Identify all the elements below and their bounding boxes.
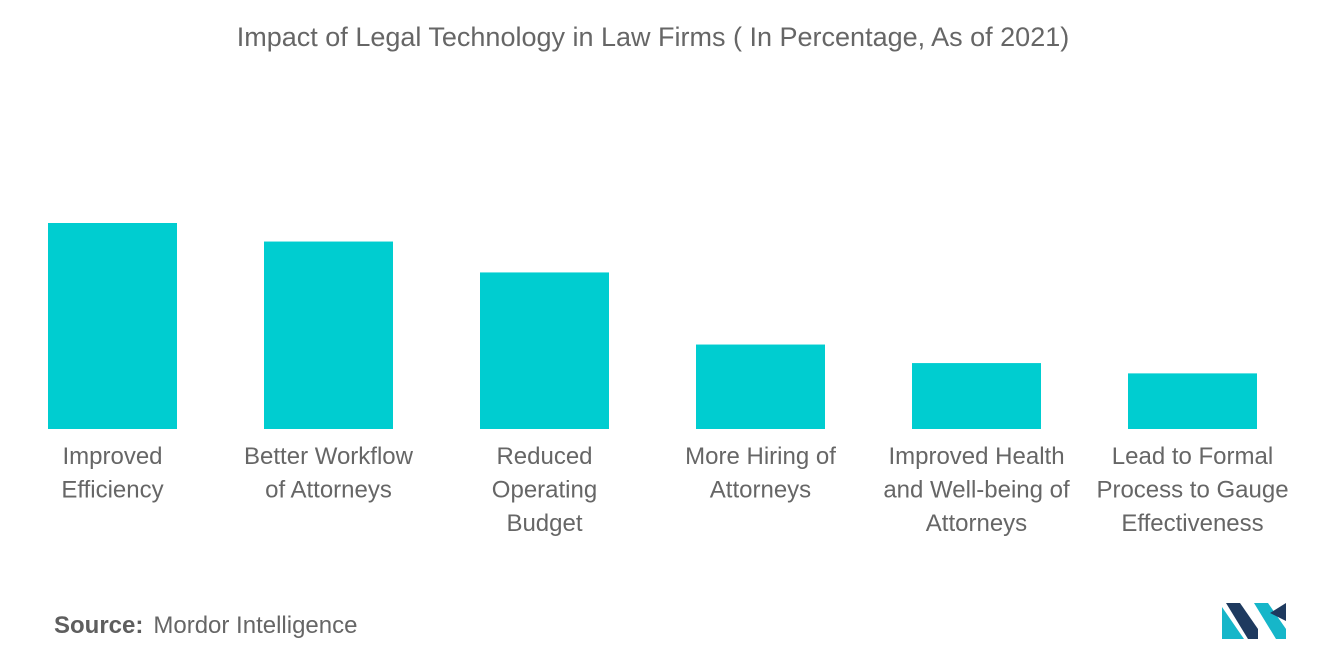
category-labels-group: Improved Efficiency Better Workflow of Atto…: [61, 443, 1288, 537]
bar-5: [912, 363, 1041, 429]
source-text: Mordor Intelligence: [153, 612, 358, 639]
bar-4: [696, 344, 825, 429]
category-label-5: Improved Health and Well-being of Attorney…: [883, 443, 1070, 537]
bar-2: [264, 241, 393, 429]
category-label-3: Reduced Operating Budget: [492, 443, 597, 537]
category-label-2: Better Workflow of Attorneys: [244, 443, 414, 504]
bar-6: [1128, 373, 1257, 429]
source-label: Source:: [54, 612, 144, 639]
mordor-intelligence-logo-icon: [1222, 603, 1286, 639]
category-label-1: Improved Efficiency: [61, 443, 163, 504]
category-label-6: Lead to Formal Process to Gauge Effectiven…: [1096, 443, 1288, 537]
category-label-4: More Hiring of Attorneys: [685, 443, 836, 504]
chart-title: Impact of Legal Technology in Law Firms …: [236, 22, 1070, 52]
source-note: Source: Mordor Intelligence: [54, 612, 357, 640]
bar-1: [48, 223, 177, 429]
bars-group: [48, 223, 1257, 429]
bar-3: [480, 272, 609, 429]
bar-chart: Improved Efficiency Better Workflow of Atto…: [48, 223, 1289, 537]
